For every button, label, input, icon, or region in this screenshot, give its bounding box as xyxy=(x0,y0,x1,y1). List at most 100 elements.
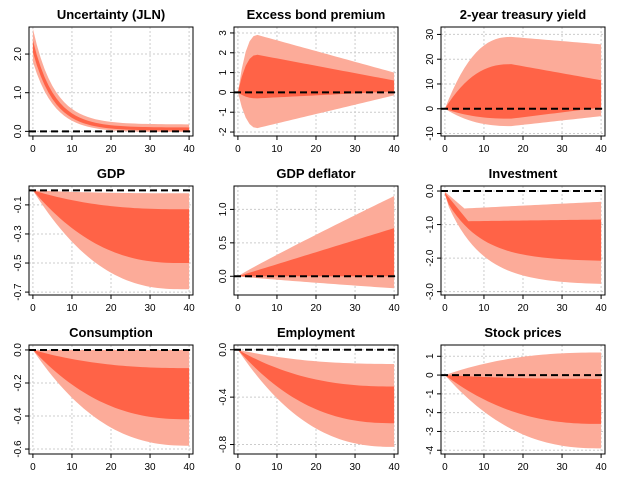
x-tick-label: 20 xyxy=(517,462,529,473)
y-tick-label: 0 xyxy=(425,106,436,112)
y-tick-label: 10 xyxy=(425,78,436,90)
y-tick-label: 0.0 xyxy=(218,342,229,356)
panel-1: Uncertainty (JLN) 0 10 20 30 40 0.0 1.0 2.0 xyxy=(13,7,195,155)
y-tick-label: 0.0 xyxy=(425,184,436,198)
x-tick-label: 30 xyxy=(349,303,361,314)
inner-confidence-band xyxy=(237,228,395,277)
x-tick-label: 40 xyxy=(389,144,401,155)
inner-confidence-band xyxy=(444,375,602,424)
panel-title: Stock prices xyxy=(484,325,561,340)
inner-confidence-band xyxy=(444,64,602,119)
x-tick-label: 40 xyxy=(596,303,608,314)
panel-title: GDP deflator xyxy=(276,166,355,181)
x-tick-label: 30 xyxy=(556,303,568,314)
x-tick-label: 0 xyxy=(442,144,448,155)
y-tick-label: 2.0 xyxy=(13,47,24,61)
y-tick-label: -0.4 xyxy=(218,388,229,406)
y-tick-label: -0.6 xyxy=(13,440,24,458)
x-tick-label: 10 xyxy=(478,144,490,155)
x-tick-label: 20 xyxy=(105,462,117,473)
panel-title: Employment xyxy=(277,325,356,340)
x-tick-label: 30 xyxy=(349,144,361,155)
x-tick-label: 20 xyxy=(105,303,117,314)
y-tick-label: 0.0 xyxy=(13,343,24,357)
x-tick-label: 30 xyxy=(556,462,568,473)
y-tick-label: -1 xyxy=(425,389,436,398)
x-tick-label: 30 xyxy=(144,303,156,314)
panel-3: 2-year treasury yield 0 10 20 30 40 -10 0 10 20 30 xyxy=(425,7,607,155)
y-tick-label: -10 xyxy=(425,126,436,141)
panel-title: Excess bond premium xyxy=(247,7,386,22)
x-tick-label: 40 xyxy=(184,144,196,155)
panel-title: Uncertainty (JLN) xyxy=(57,7,165,22)
y-tick-label: -1 xyxy=(218,107,229,116)
inner-confidence-band xyxy=(237,54,395,99)
x-tick-label: 10 xyxy=(271,303,283,314)
panel-title: Consumption xyxy=(69,325,153,340)
x-tick-label: 10 xyxy=(478,303,490,314)
panel-2: Excess bond premium 0 10 20 30 40 -2 -1 0 1 2 3 xyxy=(218,7,400,155)
y-tick-label: 0.0 xyxy=(13,124,24,138)
x-tick-label: 30 xyxy=(349,462,361,473)
x-tick-label: 20 xyxy=(310,303,322,314)
y-tick-label: -0.5 xyxy=(13,254,24,272)
x-tick-label: 0 xyxy=(30,462,36,473)
y-tick-label: -0.2 xyxy=(13,374,24,392)
y-tick-label: 2 xyxy=(218,50,229,56)
panel-4: GDP 0 10 20 30 40 -0.1 -0.3 -0.5 -0.7 xyxy=(13,166,195,314)
y-tick-label: 1.0 xyxy=(218,202,229,216)
x-tick-label: 0 xyxy=(235,303,241,314)
y-tick-label: 0 xyxy=(425,372,436,378)
inner-confidence-band xyxy=(237,349,395,424)
x-tick-label: 30 xyxy=(144,462,156,473)
x-tick-label: 40 xyxy=(596,462,608,473)
x-tick-label: 10 xyxy=(66,144,78,155)
x-tick-label: 20 xyxy=(517,144,529,155)
x-tick-label: 40 xyxy=(184,462,196,473)
y-tick-label: 0.0 xyxy=(218,269,229,283)
panel-title: 2-year treasury yield xyxy=(460,7,587,22)
x-tick-label: 20 xyxy=(517,303,529,314)
x-tick-label: 10 xyxy=(66,462,78,473)
panel-6: Investment 0 10 20 30 40 0.0 -1.0 -2.0 -3.0 xyxy=(425,166,607,314)
x-tick-label: 0 xyxy=(442,303,448,314)
y-tick-label: 30 xyxy=(425,28,436,40)
y-tick-label: -3 xyxy=(425,427,436,436)
x-tick-label: 40 xyxy=(389,303,401,314)
y-tick-label: 20 xyxy=(425,53,436,65)
panel-title: GDP xyxy=(97,166,126,181)
x-tick-label: 10 xyxy=(478,462,490,473)
y-tick-label: 1 xyxy=(218,69,229,75)
y-tick-label: -4 xyxy=(425,445,436,454)
x-tick-label: 20 xyxy=(310,144,322,155)
inner-confidence-band xyxy=(32,190,190,264)
panel-7: Consumption 0 10 20 30 40 0.0 -0.2 -0.4 -0.6 xyxy=(13,325,195,473)
y-tick-label: -0.1 xyxy=(13,196,24,214)
x-tick-label: 0 xyxy=(442,462,448,473)
y-tick-label: -0.4 xyxy=(13,407,24,425)
panel-5: GDP deflator 0 10 20 30 40 0.0 0.5 1.0 xyxy=(218,166,400,314)
y-tick-label: -0.7 xyxy=(13,283,24,301)
x-tick-label: 30 xyxy=(556,144,568,155)
inner-confidence-band xyxy=(32,349,190,420)
x-tick-label: 0 xyxy=(235,462,241,473)
x-tick-label: 0 xyxy=(30,303,36,314)
x-tick-label: 0 xyxy=(235,144,241,155)
panel-title: Investment xyxy=(489,166,558,181)
x-tick-label: 40 xyxy=(184,303,196,314)
x-tick-label: 40 xyxy=(596,144,608,155)
y-tick-label: -3.0 xyxy=(425,283,436,301)
inner-confidence-band xyxy=(444,192,602,261)
x-tick-label: 20 xyxy=(310,462,322,473)
x-tick-label: 0 xyxy=(30,144,36,155)
y-tick-label: -2 xyxy=(425,408,436,417)
x-tick-label: 20 xyxy=(105,144,117,155)
y-tick-label: -0.8 xyxy=(218,435,229,453)
y-tick-label: -2.0 xyxy=(425,249,436,267)
x-tick-label: 30 xyxy=(144,144,156,155)
y-tick-label: 0 xyxy=(218,89,229,95)
x-tick-label: 40 xyxy=(389,462,401,473)
